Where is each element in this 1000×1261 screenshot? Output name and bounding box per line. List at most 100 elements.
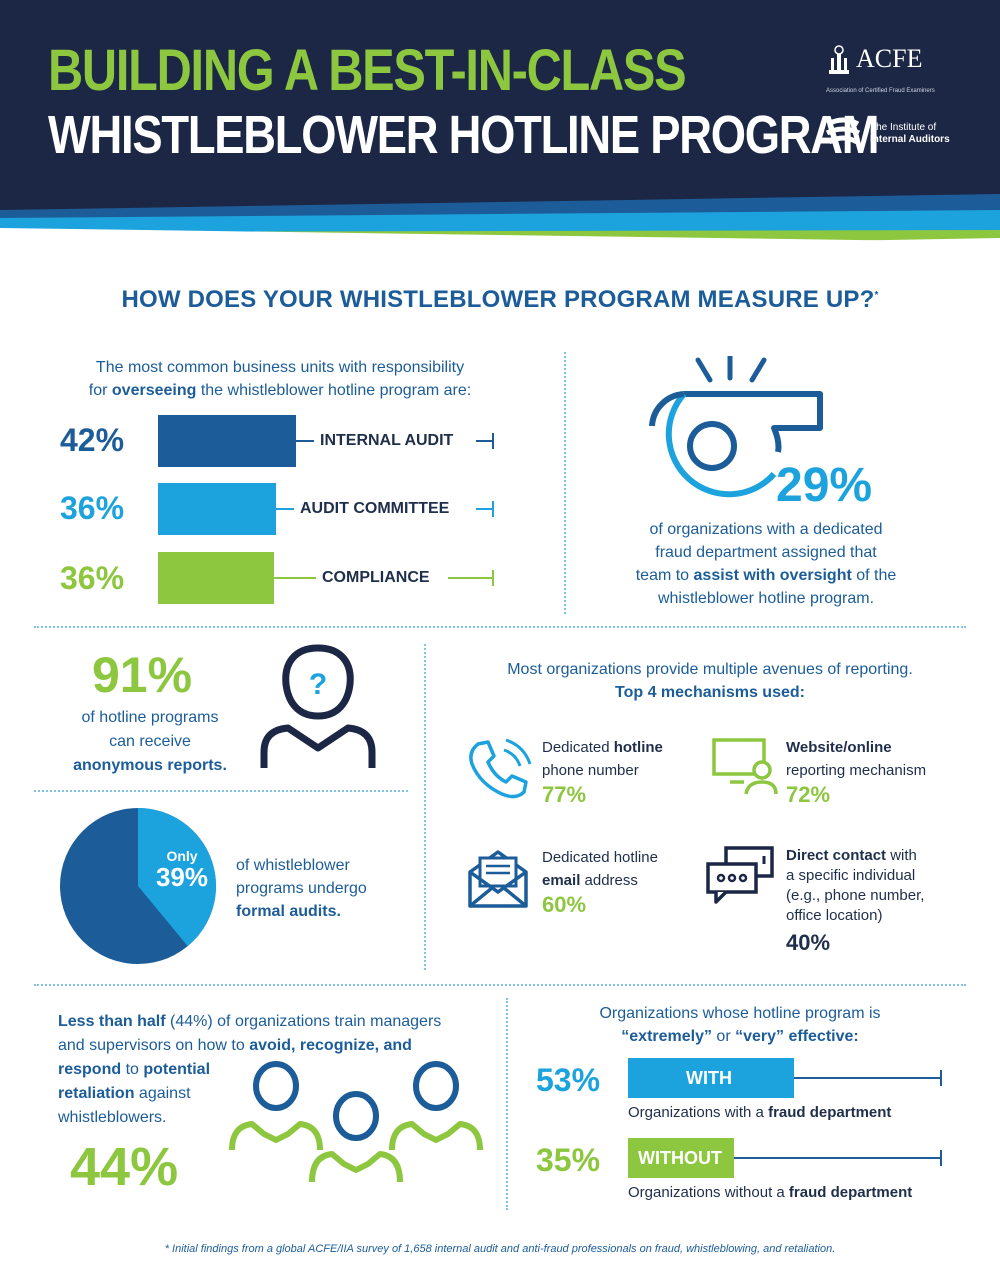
training-line4: against bbox=[134, 1085, 191, 1102]
mechanism-website-line2: reporting mechanism bbox=[786, 762, 927, 779]
oversight-intro: The most common business units with resp… bbox=[40, 356, 520, 402]
bar-cap bbox=[492, 570, 494, 586]
audits-text-2: programs undergo bbox=[236, 880, 367, 897]
bar-leader bbox=[296, 440, 314, 442]
mechanism-direct-line1: with bbox=[886, 847, 917, 864]
oversight-bar-compliance bbox=[158, 552, 274, 604]
mechanism-direct-line3: (e.g., phone number, bbox=[786, 887, 925, 904]
effective-without-caption: Organizations without a fraud department bbox=[628, 1184, 912, 1201]
pie-label-only: Only bbox=[166, 848, 198, 864]
mechanism-website-pct: 72% bbox=[786, 782, 831, 807]
effective-intro-effective: effective: bbox=[784, 1028, 859, 1045]
bar-leader bbox=[274, 577, 316, 579]
oversight-label-compliance: COMPLIANCE bbox=[322, 569, 430, 586]
effective-without-caption-bold: fraud department bbox=[788, 1184, 913, 1201]
oversight-pct-audit-committee: 36% bbox=[60, 490, 125, 526]
oversight-bar-internal-audit bbox=[158, 415, 296, 467]
training-bold-2: avoid, recognize, and bbox=[249, 1037, 412, 1054]
oversight-label-audit-committee: AUDIT COMMITTEE bbox=[300, 500, 450, 517]
iia-line-2: Internal Auditors bbox=[870, 134, 950, 145]
email-icon bbox=[468, 850, 528, 908]
oversight-intro-line1: The most common business units with resp… bbox=[95, 359, 465, 376]
pie-label-value: 39% bbox=[155, 862, 209, 892]
effective-with-caption-pre: Organizations with a bbox=[628, 1104, 769, 1121]
anonymous-text-2: can receive bbox=[109, 733, 191, 750]
oversight-pct-compliance: 36% bbox=[60, 560, 125, 596]
effective-with-bar: WITH bbox=[628, 1058, 794, 1098]
anonymous-text-3: anonymous reports. bbox=[73, 757, 227, 774]
mechanism-website: Website/online reporting mechanism 72% bbox=[786, 736, 926, 808]
computer-user-icon bbox=[712, 738, 778, 795]
mechanism-email-line1: Dedicated hotline bbox=[542, 849, 658, 866]
audits-text-3: formal audits. bbox=[236, 903, 341, 920]
divider bbox=[34, 626, 966, 628]
bar-leader bbox=[276, 508, 294, 510]
bar-leader bbox=[476, 508, 492, 510]
whistle-text-2: fraud department assigned that bbox=[655, 544, 877, 561]
bar-leader bbox=[734, 1157, 940, 1159]
title-line-2: WHISTLEBLOWER HOTLINE PROGRAM bbox=[48, 105, 880, 165]
iia-globe-icon bbox=[825, 117, 861, 145]
effective-with-caption: Organizations with a fraud department bbox=[628, 1104, 891, 1121]
mechanism-direct-pct: 40% bbox=[786, 930, 831, 955]
mechanism-phone-pct: 77% bbox=[542, 782, 587, 807]
whistle-text-3-post: of the bbox=[851, 567, 897, 584]
training-bold-4: potential bbox=[143, 1061, 211, 1078]
chat-bubbles-icon bbox=[706, 846, 774, 904]
anonymous-description: of hotline programs can receive anonymou… bbox=[40, 706, 260, 778]
oversight-label-internal-audit: INTERNAL AUDIT bbox=[320, 432, 454, 449]
anonymous-text-1: of hotline programs bbox=[81, 709, 219, 726]
phone-icon bbox=[469, 738, 532, 799]
training-percentage: 44% bbox=[70, 1137, 179, 1197]
training-line3: to bbox=[121, 1061, 144, 1078]
mechanisms-intro-1: Most organizations provide multiple aven… bbox=[507, 661, 913, 678]
bar-leader bbox=[794, 1077, 940, 1079]
mechanism-direct-line2: a specific individual bbox=[786, 867, 916, 884]
oversight-intro-bold: overseeing bbox=[111, 382, 197, 399]
mechanisms-intro-2: Top 4 mechanisms used: bbox=[615, 684, 805, 701]
heading-footnote-mark: * bbox=[874, 290, 879, 301]
divider bbox=[564, 352, 566, 614]
section-heading-text: HOW DOES YOUR WHISTLEBLOWER PROGRAM MEAS… bbox=[121, 286, 875, 313]
divider bbox=[506, 998, 508, 1210]
training-line1: (44%) of organizations train managers bbox=[165, 1013, 442, 1030]
effective-intro-1: Organizations whose hotline program is bbox=[599, 1005, 881, 1022]
bar-cap bbox=[940, 1150, 942, 1166]
training-bold-3: respond bbox=[58, 1061, 122, 1078]
whistle-percentage: 29% bbox=[776, 459, 873, 512]
effective-intro-or: or bbox=[711, 1028, 736, 1045]
audits-text-1: of whistleblower bbox=[236, 857, 350, 874]
training-line2: and supervisors on how to bbox=[58, 1037, 250, 1054]
svg-text:?: ? bbox=[309, 668, 327, 701]
whistle-text-1: of organizations with a dedicated bbox=[649, 521, 883, 538]
mechanism-email-line2: address bbox=[580, 872, 638, 889]
mechanism-email-pct: 60% bbox=[542, 892, 587, 917]
oversight-intro-line2-pre: for bbox=[88, 382, 112, 399]
bar-leader bbox=[476, 440, 492, 442]
oversight-bar-audit-committee bbox=[158, 483, 276, 535]
effective-with-caption-bold: fraud department bbox=[768, 1104, 892, 1121]
mechanism-email-bold: email bbox=[542, 872, 581, 889]
bar-cap bbox=[492, 501, 494, 517]
anonymous-percentage: 91% bbox=[92, 647, 193, 703]
bar-cap bbox=[492, 433, 494, 449]
mechanism-email: Dedicated hotline email address 60% bbox=[542, 846, 658, 918]
effective-intro-very: “very” bbox=[735, 1028, 785, 1045]
oversight-pct-internal-audit: 42% bbox=[60, 422, 125, 458]
whistle-text-4: whistleblower hotline program. bbox=[657, 590, 875, 607]
effective-intro-extremely: “extremely” bbox=[621, 1028, 712, 1045]
footnote: * Initial findings from a global ACFE/II… bbox=[164, 1243, 836, 1255]
iia-line-1: The Institute of bbox=[870, 122, 937, 133]
group-people-icon bbox=[229, 1061, 483, 1183]
header-wave-bottom bbox=[0, 228, 1000, 264]
whistle-description: of organizations with a dedicated fraud … bbox=[596, 518, 936, 610]
effective-without-bar: WITHOUT bbox=[628, 1138, 734, 1178]
title-line-1: BUILDING A BEST-IN-CLASS bbox=[48, 38, 687, 103]
training-bold-5: retaliation bbox=[58, 1085, 135, 1102]
pie-label: Only 39% bbox=[142, 848, 222, 890]
effective-without-caption-pre: Organizations without a bbox=[628, 1184, 789, 1201]
training-line5: whistleblowers. bbox=[58, 1109, 167, 1126]
whistle-text-3-bold: assist with oversight bbox=[693, 567, 852, 584]
pie-slice-audited bbox=[138, 808, 217, 947]
mechanism-phone: Dedicated hotline phone number 77% bbox=[542, 736, 663, 808]
